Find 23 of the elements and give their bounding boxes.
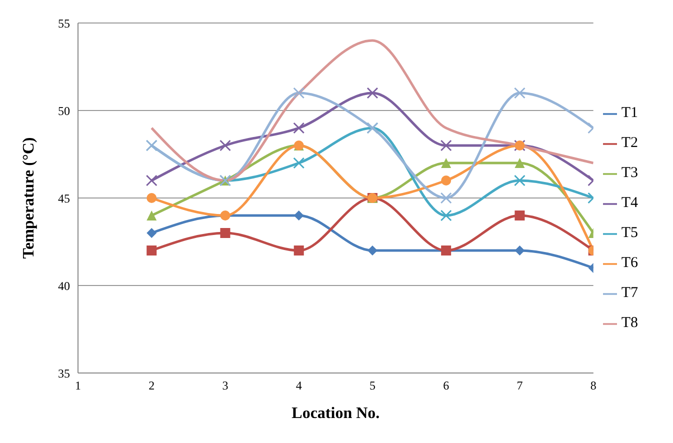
x-tick-label: 4 [296, 378, 302, 393]
y-tick-label: 45 [58, 191, 70, 206]
legend-label: T3 [621, 165, 638, 181]
legend-label: T5 [621, 225, 638, 241]
x-tick-label: 2 [148, 378, 155, 393]
y-tick-label: 50 [58, 104, 70, 118]
legend-label: T8 [621, 315, 638, 331]
y-tick-label: 40 [58, 278, 70, 293]
x-tick-label: 1 [75, 378, 81, 393]
x-tick-label: 7 [516, 378, 523, 393]
x-tick-label: 3 [222, 378, 228, 393]
legend-label: T4 [621, 195, 638, 211]
legend-label: T1 [621, 105, 638, 121]
legend-label: T2 [621, 135, 638, 151]
legend-label: T6 [621, 255, 638, 271]
x-axis-title: Location No. [292, 405, 380, 422]
x-tick-label: 6 [443, 378, 450, 393]
legend-label: T7 [621, 285, 638, 301]
y-tick-label: 55 [58, 16, 70, 30]
x-tick-label: 8 [590, 378, 596, 393]
x-tick-label: 5 [369, 378, 376, 393]
y-tick-label: 35 [58, 366, 70, 380]
y-axis-title: Temperature (°C) [20, 137, 38, 259]
